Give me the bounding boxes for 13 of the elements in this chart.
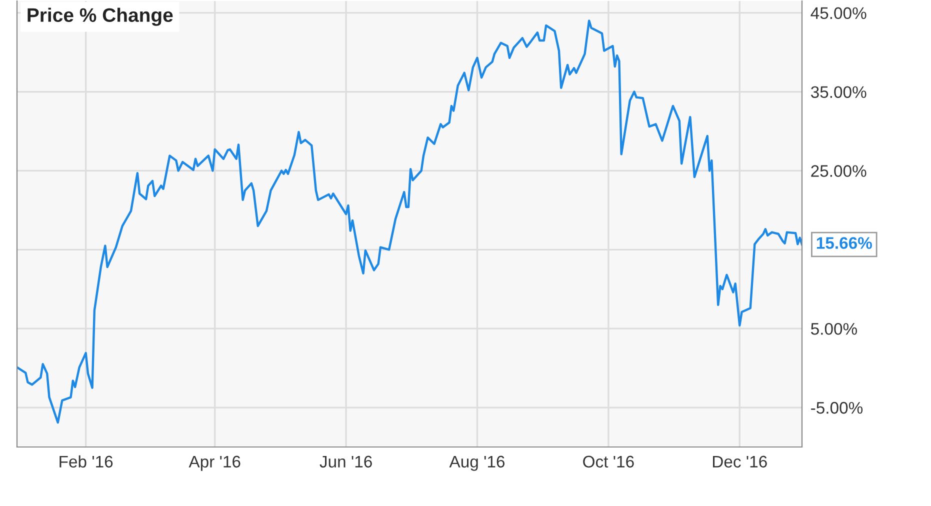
y-tick-label: 25.00% [811, 165, 866, 177]
x-tick-label: Feb '16 [60, 455, 113, 468]
x-tick-label: Apr '16 [188, 456, 240, 471]
x-tick-label: Oct '16 [583, 456, 634, 468]
annotation: 15.66% [816, 237, 872, 249]
chart-title: Price % Change [28, 8, 173, 26]
x-tick-label: Jun '16 [320, 456, 372, 468]
x-tick-label: Aug '16 [449, 456, 505, 471]
y-tick-label: 5.00% [811, 322, 857, 335]
y-tick-label: 35.00% [810, 86, 866, 98]
y-tick-label: 45.00% [810, 7, 866, 20]
y-tick-label: -5.00% [811, 402, 863, 414]
x-tick-label: Dec '16 [713, 456, 767, 468]
